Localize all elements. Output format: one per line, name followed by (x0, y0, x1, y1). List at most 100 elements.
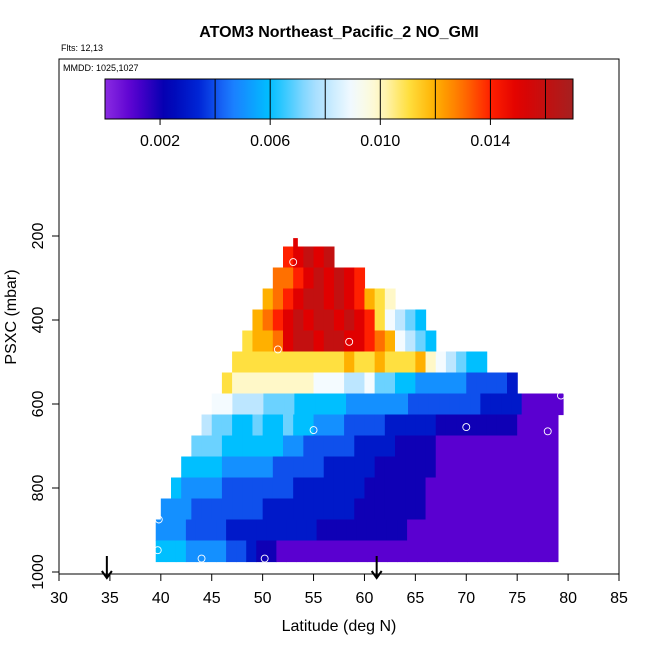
heatmap-cell (415, 372, 427, 395)
x-axis-label: Latitude (deg N) (282, 618, 397, 635)
plot-frame (58, 58, 620, 575)
heatmap-cell (466, 435, 478, 458)
heatmap-cell (171, 477, 182, 500)
heatmap-cell (181, 498, 192, 521)
heatmap-cell (487, 540, 499, 563)
heatmap-cell (354, 288, 366, 311)
heatmap-cell (222, 393, 233, 416)
heatmap-cell (303, 372, 315, 395)
heatmap-cell (336, 519, 348, 542)
heatmap-cell (415, 435, 427, 458)
colorbar-tick-label: 0.006 (250, 133, 290, 150)
heatmap-cell (201, 498, 213, 521)
heatmap-cell (304, 393, 316, 416)
heatmap-cell (354, 414, 366, 437)
x-tick-label: 80 (559, 590, 577, 607)
heatmap-cell (252, 414, 264, 437)
heatmap-cell (552, 393, 564, 416)
heatmap-cell (445, 456, 457, 479)
colorbar-tick-label: 0.002 (140, 133, 180, 150)
heatmap-cell (354, 498, 366, 521)
heatmap-cell (547, 456, 559, 479)
heatmap-cell (313, 288, 325, 311)
heatmap-cell (252, 309, 264, 332)
heatmap-cell (490, 393, 502, 416)
colorbar-tick-label: 0.014 (470, 133, 510, 150)
heatmap-cell (293, 414, 304, 437)
heatmap-cell (323, 498, 335, 521)
heatmap-cell (425, 498, 437, 521)
heatmap-cell (477, 540, 489, 563)
heatmap-cell (517, 435, 528, 458)
heatmap-cell (171, 498, 182, 521)
x-tick-label: 85 (610, 590, 628, 607)
heatmap-cell (507, 414, 518, 437)
heatmap-cell (303, 309, 315, 332)
heatmap-cell (497, 519, 509, 542)
heatmap-cell (456, 435, 467, 458)
heatmap-cell (547, 519, 559, 542)
heatmap-cell (323, 288, 335, 311)
heatmap-cell (232, 393, 244, 416)
heatmap-cell (507, 540, 519, 563)
heatmap-cell (395, 435, 406, 458)
heatmap-cell (303, 414, 315, 437)
heatmap-cell (537, 414, 549, 437)
heatmap-cell (366, 519, 378, 542)
heatmap-cell (272, 309, 284, 332)
x-tick-label: 65 (406, 590, 424, 607)
heatmap-cell (283, 288, 294, 311)
heatmap-cell (323, 351, 335, 374)
heatmap-cell (374, 435, 386, 458)
heatmap-cell (211, 498, 223, 521)
heatmap-cell (206, 540, 217, 563)
heatmap-cell (293, 288, 304, 311)
y-axis: 200 400 600 800 1000 (30, 223, 59, 590)
heatmap-cell (283, 435, 294, 458)
heatmap-cell (496, 498, 508, 521)
heatmap-cell (364, 288, 376, 311)
heatmap-cell (439, 393, 450, 416)
heatmap-cell (276, 519, 288, 542)
heatmap-cell (175, 519, 187, 542)
sample-marker (557, 391, 565, 400)
heatmap-cell (211, 393, 223, 416)
heatmap-cell (354, 435, 366, 458)
heatmap-cell (181, 477, 192, 500)
chart-title: ATOM3 Northeast_Pacific_2 NO_GMI (199, 24, 479, 41)
heatmap-cell (296, 540, 308, 563)
heatmap-cell (293, 435, 304, 458)
sample-marker (153, 546, 162, 555)
heatmap-cell (242, 414, 254, 437)
sample-marker (309, 426, 318, 434)
heatmap-cell (296, 519, 308, 542)
heatmap-cell (425, 414, 437, 437)
heatmap-cell (191, 456, 203, 479)
heatmap-cell (374, 372, 386, 395)
heatmap-cell (395, 456, 406, 479)
heatmap-cell (435, 477, 447, 500)
heatmap-cell (397, 540, 408, 563)
heatmap-cell (517, 540, 529, 563)
sample-marker (337, 564, 345, 573)
heatmap-cell (470, 393, 481, 416)
heatmap-cell (356, 519, 368, 542)
heatmap-cell (405, 456, 416, 479)
heatmap-cell (232, 414, 243, 437)
heatmap-cell (256, 519, 267, 542)
heatmap-cell (333, 477, 345, 500)
heatmap-cell (262, 498, 274, 521)
heatmap-cell (415, 456, 427, 479)
colorbar-gradient (104, 78, 574, 120)
heatmap-cell (456, 414, 467, 437)
heatmap-cell (486, 477, 498, 500)
heatmap-cell (466, 477, 478, 500)
heatmap-cell (415, 477, 427, 500)
x-tick-label: 40 (152, 590, 170, 607)
heatmap-cell (201, 414, 213, 437)
heatmap-cell (323, 372, 335, 395)
heatmap-cell (283, 456, 294, 479)
heatmap-cell (272, 330, 284, 353)
heatmap-cell (425, 372, 437, 395)
heatmap-cell (374, 309, 386, 332)
